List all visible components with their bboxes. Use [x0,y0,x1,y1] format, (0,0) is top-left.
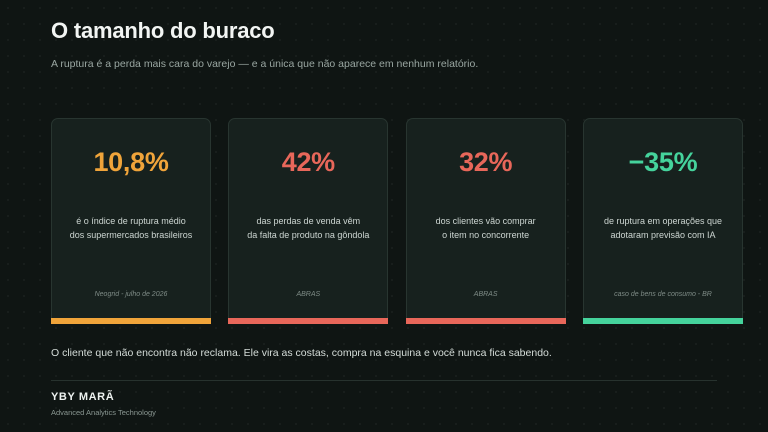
stat-source: ABRAS [296,291,321,298]
page-subtitle: A ruptura é a perda mais cara do varejo … [51,58,479,70]
stat-source: caso de bens de consumo - BR [614,291,712,298]
stat-source: ABRAS [473,291,498,298]
stat-value: −35% [628,147,698,177]
stat-accent-bar [405,318,566,324]
footer-divider [51,380,717,381]
stat-accent-bar [582,318,743,324]
stat-description-line: o item no concorrente [442,230,530,240]
stat-description: de ruptura em operações que adotaram pre… [590,214,736,242]
page-title: O tamanho do buraco [51,18,275,43]
stat-description: é o índice de ruptura médio dos supermer… [58,214,204,242]
stat-description-line: da falta de produto na gôndola [247,230,370,240]
stat-card-lost-sales: 42% das perdas de venda vêm da falta de … [228,118,389,324]
stat-value: 32% [459,147,513,177]
stat-source: Neogrid - julho de 2026 [94,291,168,298]
stat-accent-bar [228,318,389,324]
stat-value: 42% [281,147,335,177]
stat-card-ai-forecast: −35% de ruptura em operações que adotara… [582,118,743,324]
tagline: O cliente que não encontra não reclama. … [51,347,552,359]
stat-value: 10,8% [93,147,169,177]
stat-description-line: dos clientes vão comprar [435,216,536,226]
stat-description-line: de ruptura em operações que [603,216,723,226]
stat-description-line: adotaram previsão com IA [610,230,716,240]
brand-name: YBY MARÃ [51,391,115,403]
stat-description-line: dos supermercados brasileiros [69,230,193,240]
stat-accent-bar [51,318,211,324]
stat-description-line: das perdas de venda vêm [256,216,361,226]
stat-cards: 10,8% é o índice de ruptura médio dos su… [51,118,743,324]
stat-card-customers-competitor: 32% dos clientes vão comprar o item no c… [405,118,566,324]
stat-description: das perdas de venda vêm da falta de prod… [235,214,381,242]
stat-description: dos clientes vão comprar o item no conco… [413,214,559,242]
brand-tagline: Advanced Analytics Technology [51,408,156,417]
stat-card-stockout-rate: 10,8% é o índice de ruptura médio dos su… [51,118,211,324]
stat-description-line: é o índice de ruptura médio [76,216,186,226]
